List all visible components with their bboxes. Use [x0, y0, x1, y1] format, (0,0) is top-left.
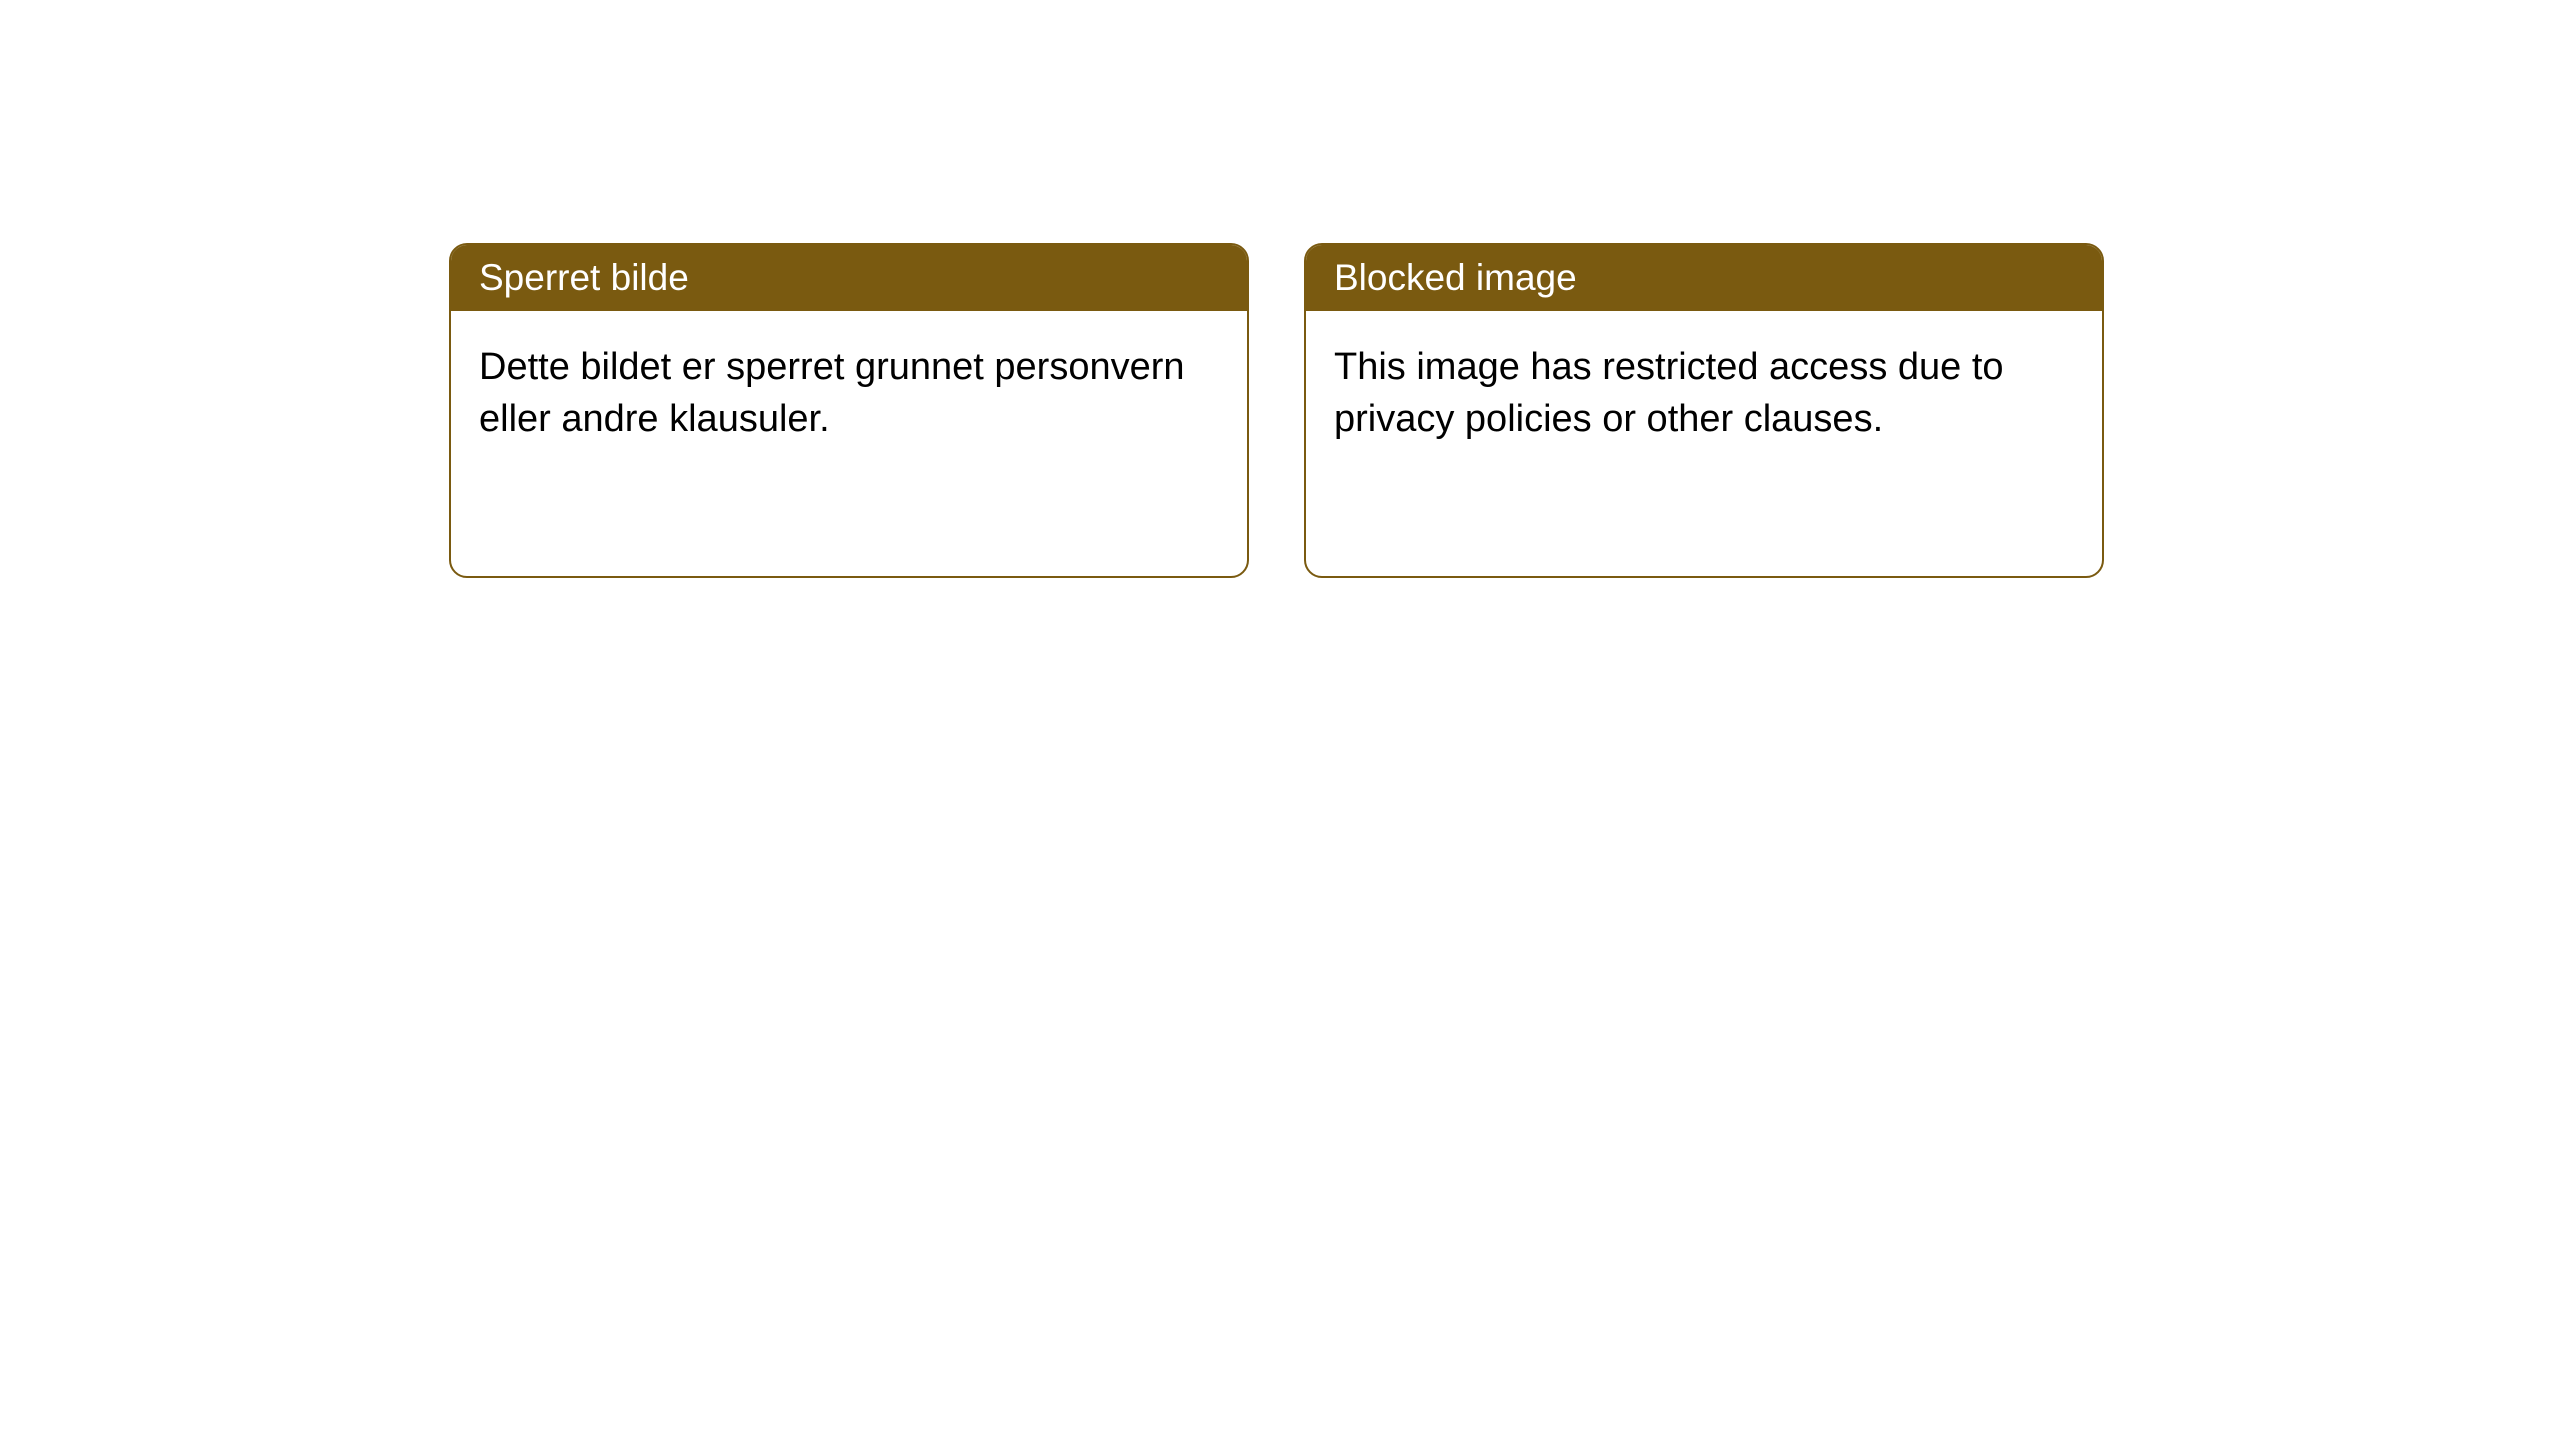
notice-text-norwegian: Dette bildet er sperret grunnet personve…: [479, 346, 1185, 440]
notice-header-norwegian: Sperret bilde: [451, 245, 1247, 311]
notice-title-english: Blocked image: [1334, 257, 1577, 298]
notice-text-english: This image has restricted access due to …: [1334, 346, 2004, 440]
notice-card-norwegian: Sperret bilde Dette bildet er sperret gr…: [449, 243, 1249, 578]
notice-container: Sperret bilde Dette bildet er sperret gr…: [449, 243, 2104, 578]
notice-card-english: Blocked image This image has restricted …: [1304, 243, 2104, 578]
notice-title-norwegian: Sperret bilde: [479, 257, 689, 298]
notice-body-english: This image has restricted access due to …: [1306, 311, 2102, 476]
notice-body-norwegian: Dette bildet er sperret grunnet personve…: [451, 311, 1247, 476]
notice-header-english: Blocked image: [1306, 245, 2102, 311]
